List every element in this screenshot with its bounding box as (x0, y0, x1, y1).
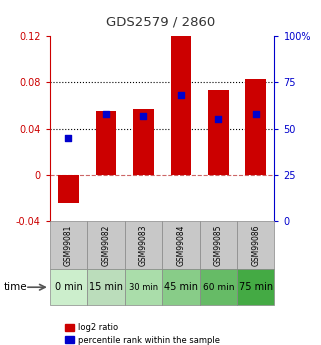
Legend: log2 ratio, percentile rank within the sample: log2 ratio, percentile rank within the s… (62, 320, 223, 345)
Bar (237, 269, 274, 305)
Text: GDS2579 / 2860: GDS2579 / 2860 (106, 16, 215, 29)
Text: GSM99082: GSM99082 (101, 224, 110, 266)
Point (178, 92, 183, 98)
Text: GSM99086: GSM99086 (251, 224, 260, 266)
Bar (162, 221, 200, 269)
Bar (96, 111, 116, 175)
Text: time: time (3, 282, 27, 292)
Bar (125, 221, 162, 269)
Point (253, 111, 258, 117)
Bar (125, 269, 162, 305)
Bar (200, 269, 237, 305)
Point (103, 111, 108, 117)
Text: 30 min: 30 min (129, 283, 158, 292)
Bar (200, 221, 237, 269)
Bar (58, 175, 79, 204)
Bar (133, 109, 154, 175)
Bar (87, 221, 125, 269)
Bar (246, 79, 266, 175)
Text: 75 min: 75 min (239, 282, 273, 292)
Text: GSM99084: GSM99084 (176, 224, 185, 266)
Text: 15 min: 15 min (89, 282, 123, 292)
Point (141, 113, 146, 118)
Text: GSM99081: GSM99081 (64, 224, 73, 266)
Point (216, 117, 221, 122)
Bar (50, 221, 87, 269)
Bar (87, 269, 125, 305)
Text: GSM99085: GSM99085 (214, 224, 223, 266)
Point (66, 135, 71, 140)
Bar (237, 221, 274, 269)
Text: 0 min: 0 min (55, 282, 82, 292)
Text: 45 min: 45 min (164, 282, 198, 292)
Bar (50, 269, 87, 305)
Bar (170, 36, 191, 175)
Bar (208, 90, 229, 175)
Text: GSM99083: GSM99083 (139, 224, 148, 266)
Bar (162, 269, 200, 305)
Text: 60 min: 60 min (203, 283, 234, 292)
